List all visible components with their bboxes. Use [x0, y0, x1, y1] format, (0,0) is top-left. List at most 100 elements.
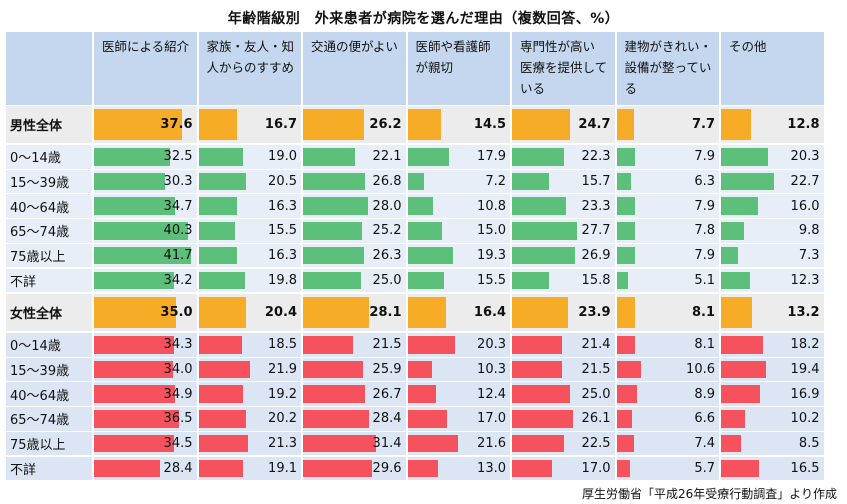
value-bar: [616, 172, 632, 191]
value-cell: 22.5: [512, 431, 615, 456]
value-label: 15.5: [477, 272, 506, 288]
value-label: 26.9: [581, 248, 611, 264]
value-cell: 20.5: [198, 169, 301, 194]
total-value-cell: 16.4: [407, 294, 510, 331]
value-cell: 27.7: [512, 219, 615, 243]
value-cell: 28.4: [94, 456, 197, 481]
value-label: 7.9: [694, 198, 715, 214]
value-cell: 29.6: [303, 456, 406, 481]
value-cell: 26.7: [303, 382, 406, 407]
value-cell: 40.3: [94, 219, 197, 243]
value-cell: 18.5: [198, 333, 301, 357]
total-bar: [616, 109, 635, 140]
value-cell: 34.3: [94, 333, 197, 357]
total-value-label: 35.0: [160, 305, 193, 320]
value-cell: 41.7: [94, 243, 197, 268]
total-bar: [407, 109, 442, 140]
value-label: 7.3: [798, 248, 820, 264]
row-label-cell: 40～64歳: [6, 194, 92, 219]
value-label: 25.0: [581, 386, 611, 402]
value-cell: 12.4: [407, 382, 510, 407]
value-label: 22.3: [581, 149, 611, 165]
value-bar: [198, 360, 250, 379]
value-label: 17.9: [477, 149, 506, 165]
value-bar: [616, 360, 642, 379]
value-cell: 7.3: [721, 243, 824, 268]
value-bar: [721, 385, 761, 404]
value-label: 26.1: [581, 411, 611, 427]
value-bar: [721, 336, 764, 354]
value-bar: [94, 434, 175, 453]
value-cell: 28.0: [303, 194, 406, 219]
value-bar: [512, 459, 552, 478]
column-header: 家族・友人・知 人からのすすめ: [198, 32, 301, 105]
row-label-cell: 15～39歳: [6, 169, 92, 194]
total-row-label: 男性全体: [10, 119, 63, 134]
column-header: 医師による紹介: [94, 32, 197, 105]
value-cell: 26.9: [512, 243, 615, 268]
value-cell: 21.5: [303, 333, 406, 357]
value-bar: [512, 222, 577, 240]
total-row-label: 女性全体: [10, 307, 63, 322]
chart-title: 年齢階級別 外来患者が病院を選んだ理由（複数回答、%）: [227, 11, 620, 27]
value-label: 7.4: [694, 436, 715, 452]
total-value-label: 14.5: [473, 117, 506, 132]
value-cell: 15.7: [512, 169, 615, 194]
value-bar: [303, 459, 372, 478]
value-bar: [721, 271, 750, 290]
value-label: 21.5: [372, 337, 402, 353]
total-value-cell: 26.2: [303, 106, 406, 143]
value-label: 26.7: [372, 386, 402, 402]
value-bar: [198, 434, 249, 453]
row-label: 0～14歳: [10, 151, 61, 167]
value-bar: [198, 410, 246, 428]
value-bar: [512, 360, 563, 379]
value-cell: 21.4: [512, 333, 615, 357]
value-bar: [303, 197, 369, 216]
value-label: 21.9: [268, 362, 297, 378]
row-label-cell: 40～64歳: [6, 382, 92, 407]
value-cell: 10.3: [407, 357, 510, 382]
value-label: 41.7: [163, 248, 193, 264]
value-bar: [303, 246, 365, 265]
value-label: 20.2: [268, 411, 297, 427]
value-label: 8.5: [798, 436, 820, 452]
value-cell: 5.7: [616, 456, 719, 481]
value-cell: 22.1: [303, 145, 406, 169]
value-bar: [94, 172, 165, 191]
value-bar: [721, 222, 744, 240]
value-cell: 25.9: [303, 357, 406, 382]
value-label: 21.6: [477, 436, 506, 452]
value-bar: [94, 222, 188, 240]
column-header-line: が親切: [415, 60, 454, 75]
value-cell: 34.7: [94, 194, 197, 219]
total-value-cell: 7.7: [616, 106, 719, 143]
value-cell: 17.9: [407, 145, 510, 169]
value-bar: [198, 197, 237, 216]
value-label: 30.3: [163, 174, 193, 190]
value-bar: [512, 148, 564, 166]
row-label-cell: 15～39歳: [6, 357, 92, 382]
value-cell: 17.0: [407, 407, 510, 431]
value-bar: [512, 172, 549, 191]
total-value-cell: 8.1: [616, 294, 719, 331]
value-bar: [512, 410, 573, 428]
value-label: 34.5: [163, 436, 193, 452]
value-label: 18.5: [268, 337, 297, 353]
value-bar: [407, 222, 443, 240]
row-label-cell: 不詳: [6, 268, 92, 293]
value-label: 8.9: [694, 386, 715, 402]
value-bar: [616, 459, 630, 478]
value-bar: [94, 385, 176, 404]
value-cell: 10.8: [407, 194, 510, 219]
value-cell: 19.4: [721, 357, 824, 382]
value-cell: 15.5: [198, 219, 301, 243]
value-cell: 7.9: [616, 145, 719, 169]
value-label: 34.3: [163, 337, 193, 353]
value-cell: 18.2: [721, 333, 824, 357]
value-cell: 21.5: [512, 357, 615, 382]
value-label: 7.9: [694, 248, 715, 264]
value-bar: [198, 385, 244, 404]
value-label: 25.2: [372, 223, 402, 239]
value-bar: [616, 336, 636, 354]
